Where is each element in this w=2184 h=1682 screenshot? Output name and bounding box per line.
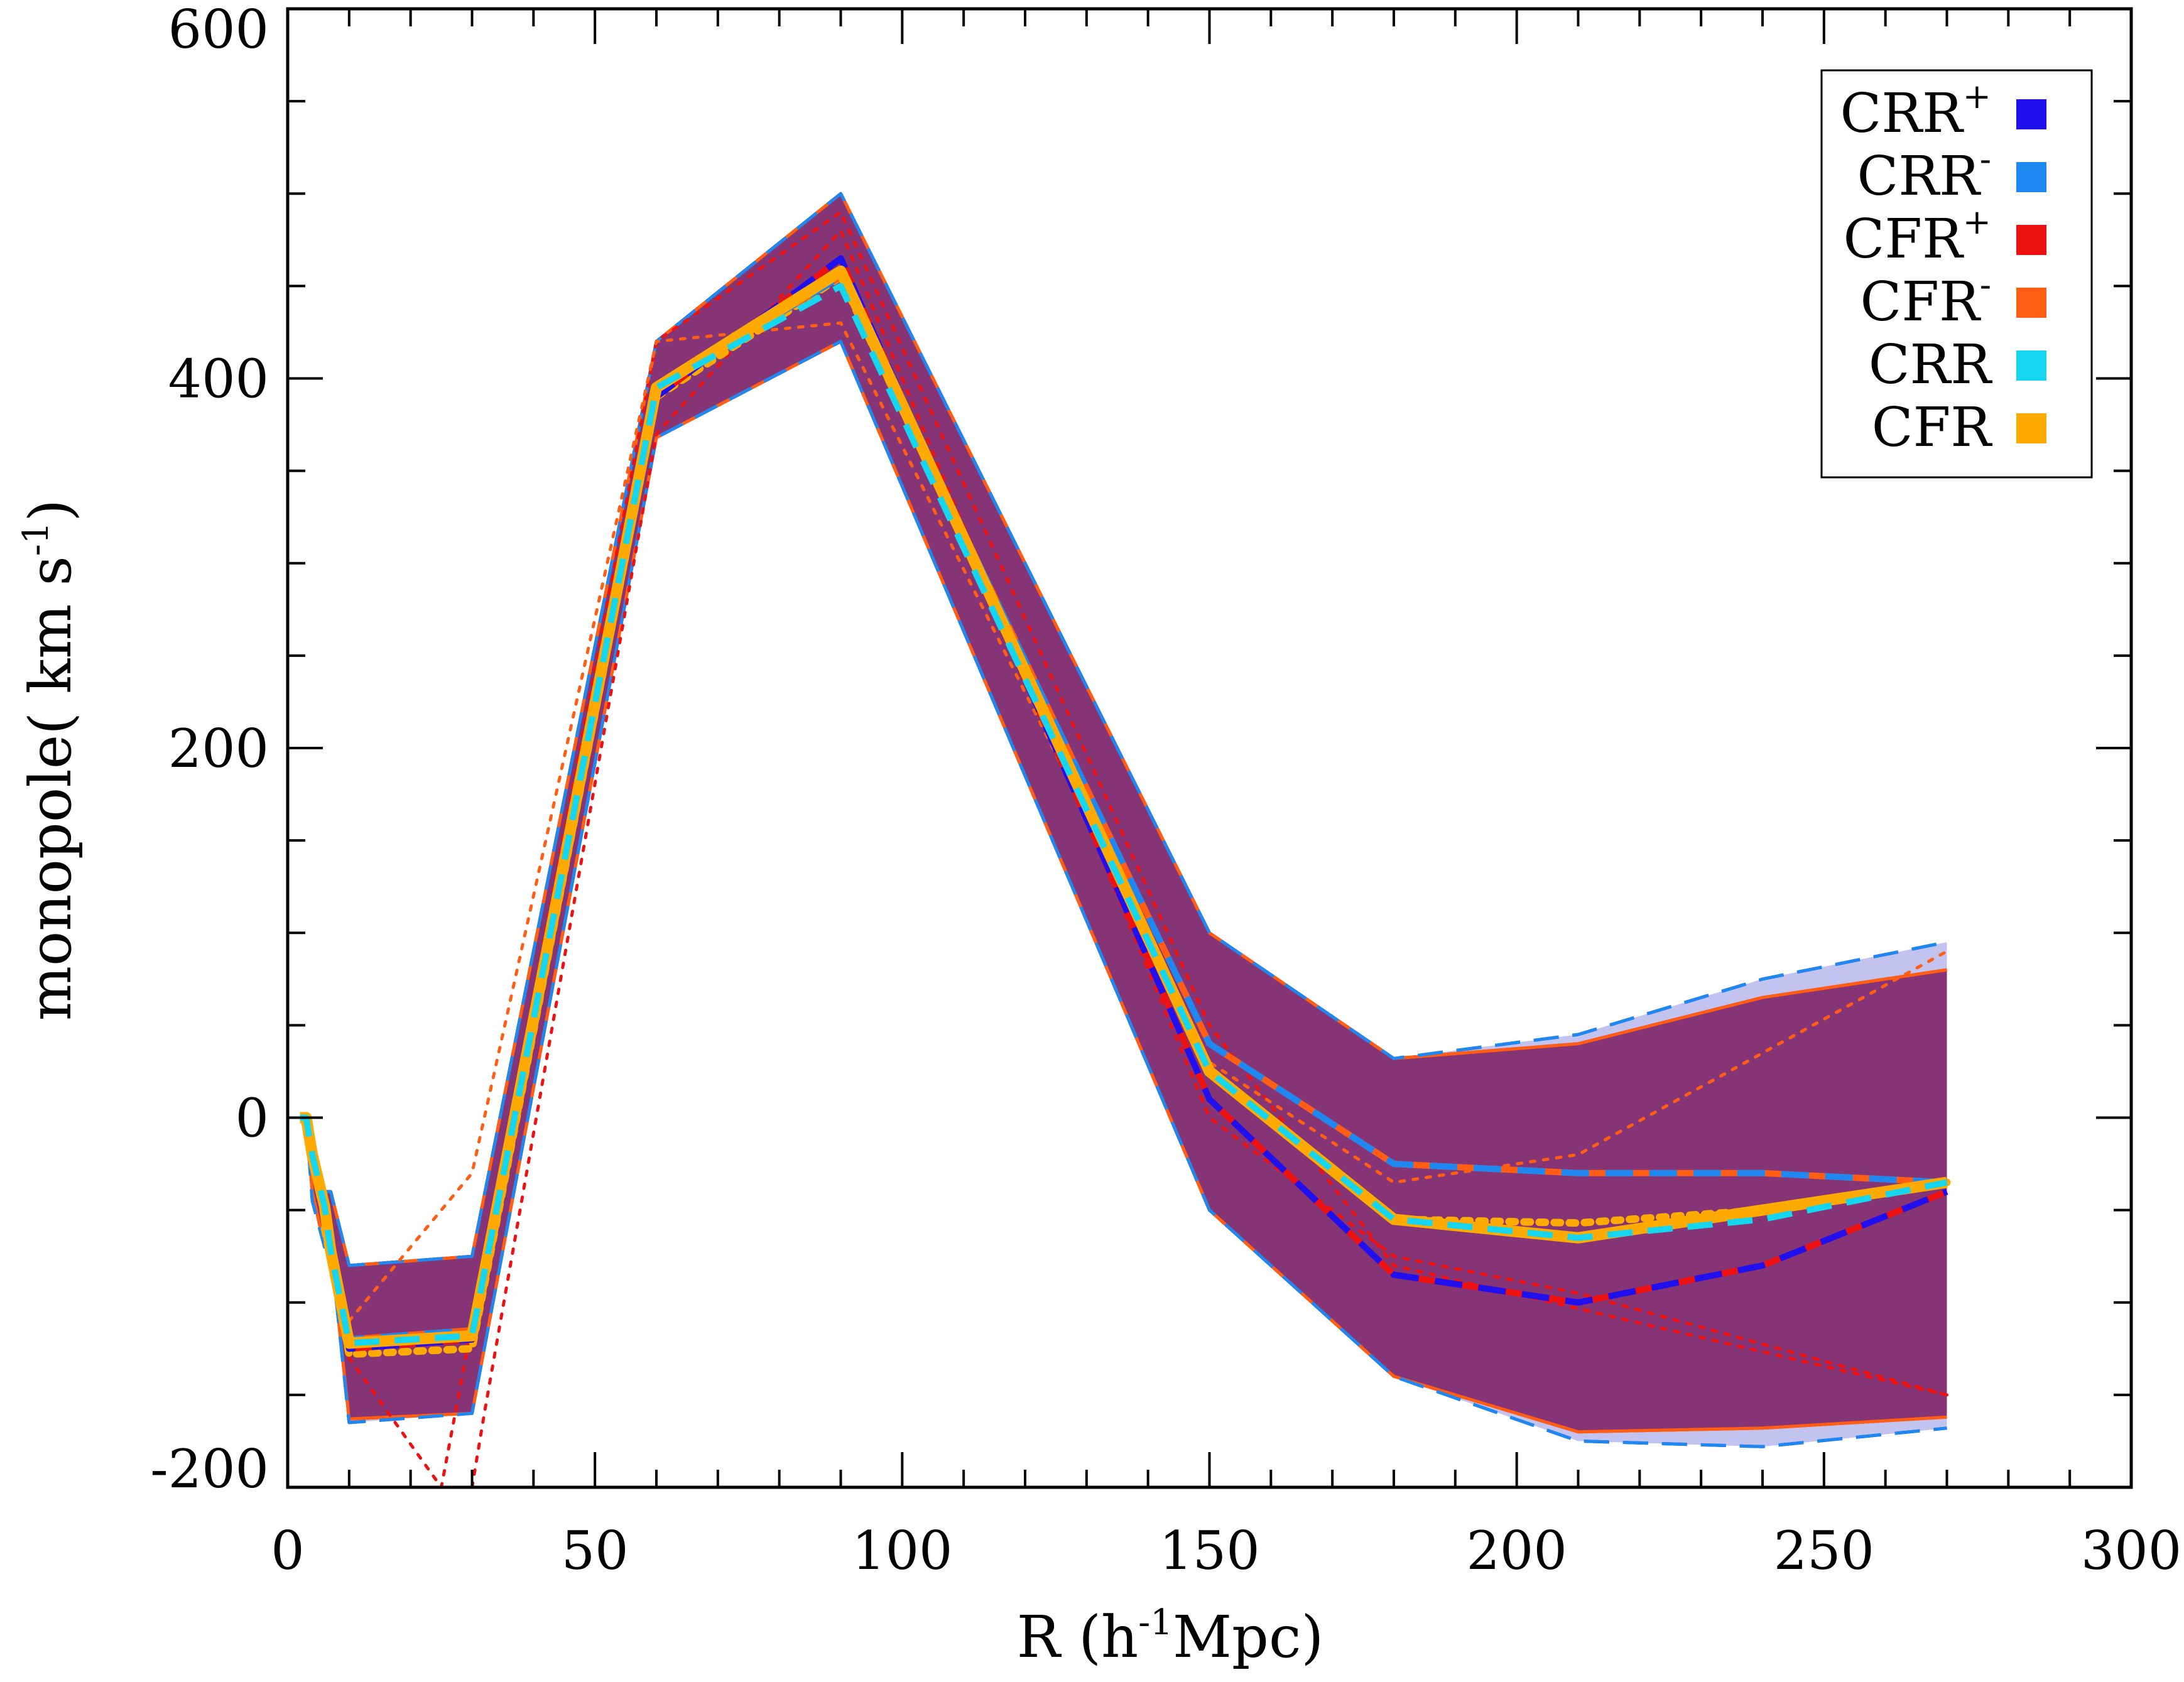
legend-swatch-CFR: [2016, 413, 2046, 443]
legend-swatch-CRR+: [2016, 99, 2046, 129]
y-tick-label: 200: [168, 718, 269, 779]
x-tick-label: 300: [2081, 1520, 2181, 1582]
band-edge-line: [300, 340, 1947, 1448]
legend-label-CFR: CFR: [1872, 396, 1992, 459]
y-tick-label: 400: [168, 349, 269, 410]
legend-swatch-CRR: [2016, 350, 2046, 381]
legend-label-CFR-: CFR-: [1861, 265, 1991, 334]
legend-swatch-CFR+: [2016, 225, 2046, 255]
y-tick-label: 0: [236, 1088, 269, 1149]
legend-swatch-CRR-: [2016, 162, 2046, 192]
legend-label-CRR+: CRR+: [1840, 77, 1991, 145]
legend-label-CFR+: CFR+: [1844, 202, 1991, 271]
legend-swatch-CFR-: [2016, 288, 2046, 318]
band-1: [300, 193, 1947, 1432]
dotted-line-0: [347, 209, 1948, 1487]
x-tick-label: 250: [1774, 1520, 1874, 1582]
x-axis-title: R (h-1Mpc): [1017, 1602, 1324, 1671]
legend-label-CRR: CRR: [1869, 334, 1993, 396]
x-tick-label: 50: [562, 1520, 629, 1582]
dotted-line-1: [347, 321, 1948, 1323]
x-tick-label: 100: [852, 1520, 952, 1582]
axes: [286, 7, 2133, 1489]
y-tick-label: 600: [168, 0, 269, 60]
series-line-CRR: [300, 283, 1948, 1347]
uncertainty-bands: [300, 192, 1947, 1448]
legend-box: [1820, 69, 2093, 479]
series-lines: [300, 255, 1948, 1352]
y-axis-title: monopole( km s-1): [16, 499, 84, 1021]
x-tick-label: 0: [271, 1520, 304, 1582]
y-tick-label: -200: [150, 1438, 269, 1500]
x-tick-label: 150: [1159, 1520, 1259, 1582]
x-tick-label: 200: [1466, 1520, 1567, 1582]
legend-label-CRR-: CRR-: [1857, 139, 1991, 208]
